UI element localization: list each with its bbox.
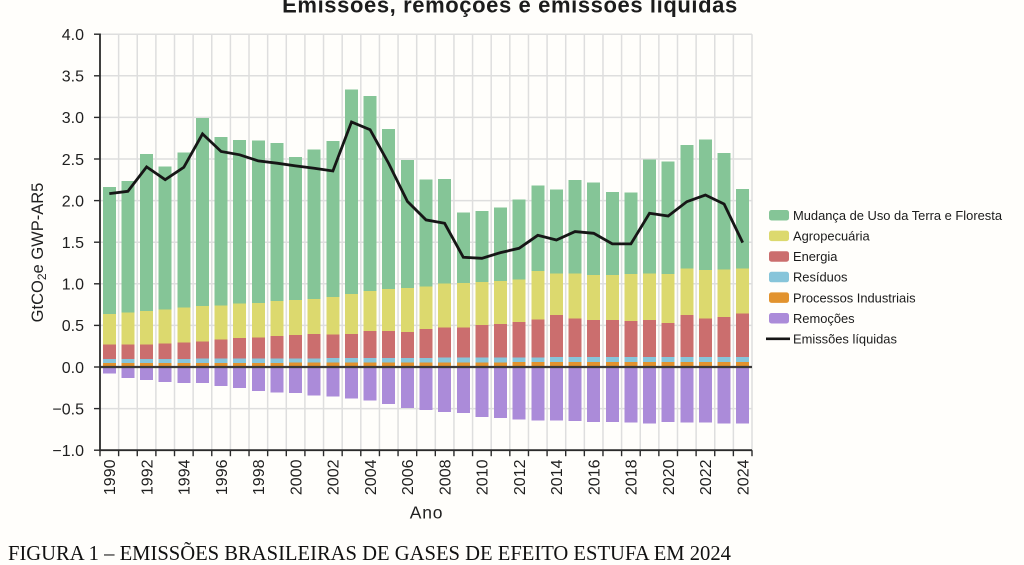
- svg-text:1994: 1994: [177, 459, 194, 495]
- svg-text:Processos Industriais: Processos Industriais: [793, 290, 916, 305]
- svg-text:0.0: 0.0: [62, 360, 84, 377]
- svg-text:Energia: Energia: [793, 249, 838, 264]
- svg-text:2012: 2012: [512, 459, 529, 495]
- svg-text:FIGURA 1 – EMISSÕES BRASILEIRA: FIGURA 1 – EMISSÕES BRASILEIRAS DE GASES…: [8, 541, 731, 560]
- svg-text:2008: 2008: [437, 459, 454, 495]
- svg-text:2000: 2000: [288, 459, 305, 495]
- svg-text:1992: 1992: [139, 459, 156, 495]
- svg-text:Resíduos: Resíduos: [793, 270, 847, 285]
- svg-text:2.5: 2.5: [62, 152, 84, 169]
- svg-text:2020: 2020: [661, 459, 678, 495]
- svg-text:0.5: 0.5: [62, 318, 84, 335]
- svg-text:1.0: 1.0: [62, 277, 84, 294]
- svg-text:Ano: Ano: [410, 503, 444, 523]
- svg-text:2022: 2022: [698, 459, 715, 495]
- svg-text:1996: 1996: [214, 459, 231, 495]
- svg-text:2024: 2024: [736, 459, 753, 495]
- svg-text:GtCO2e GWP-AR5: GtCO2e GWP-AR5: [29, 183, 49, 323]
- svg-text:4.0: 4.0: [62, 27, 84, 44]
- svg-text:2006: 2006: [400, 459, 417, 495]
- svg-text:3.5: 3.5: [62, 69, 84, 86]
- svg-text:1990: 1990: [102, 459, 119, 495]
- svg-text:Remoções: Remoções: [793, 311, 855, 326]
- svg-text:−0.5: −0.5: [52, 401, 84, 418]
- svg-text:2002: 2002: [326, 459, 343, 495]
- svg-text:2004: 2004: [363, 459, 380, 495]
- svg-text:Emissões líquidas: Emissões líquidas: [793, 332, 897, 347]
- svg-text:2010: 2010: [475, 459, 492, 495]
- svg-text:3.0: 3.0: [62, 110, 84, 127]
- svg-text:−1.0: −1.0: [52, 443, 84, 460]
- svg-text:2.0: 2.0: [62, 193, 84, 210]
- svg-text:1998: 1998: [251, 459, 268, 495]
- svg-text:2014: 2014: [549, 459, 566, 495]
- svg-text:Emissões, remoções e emissões: Emissões, remoções e emissões líquidas: [282, 0, 738, 18]
- svg-text:1.5: 1.5: [62, 235, 84, 252]
- svg-text:Agropecuária: Agropecuária: [793, 229, 871, 244]
- svg-text:2016: 2016: [587, 459, 604, 495]
- svg-text:2018: 2018: [624, 459, 641, 495]
- svg-text:Mudança de Uso da Terra e Flor: Mudança de Uso da Terra e Floresta: [793, 208, 1003, 223]
